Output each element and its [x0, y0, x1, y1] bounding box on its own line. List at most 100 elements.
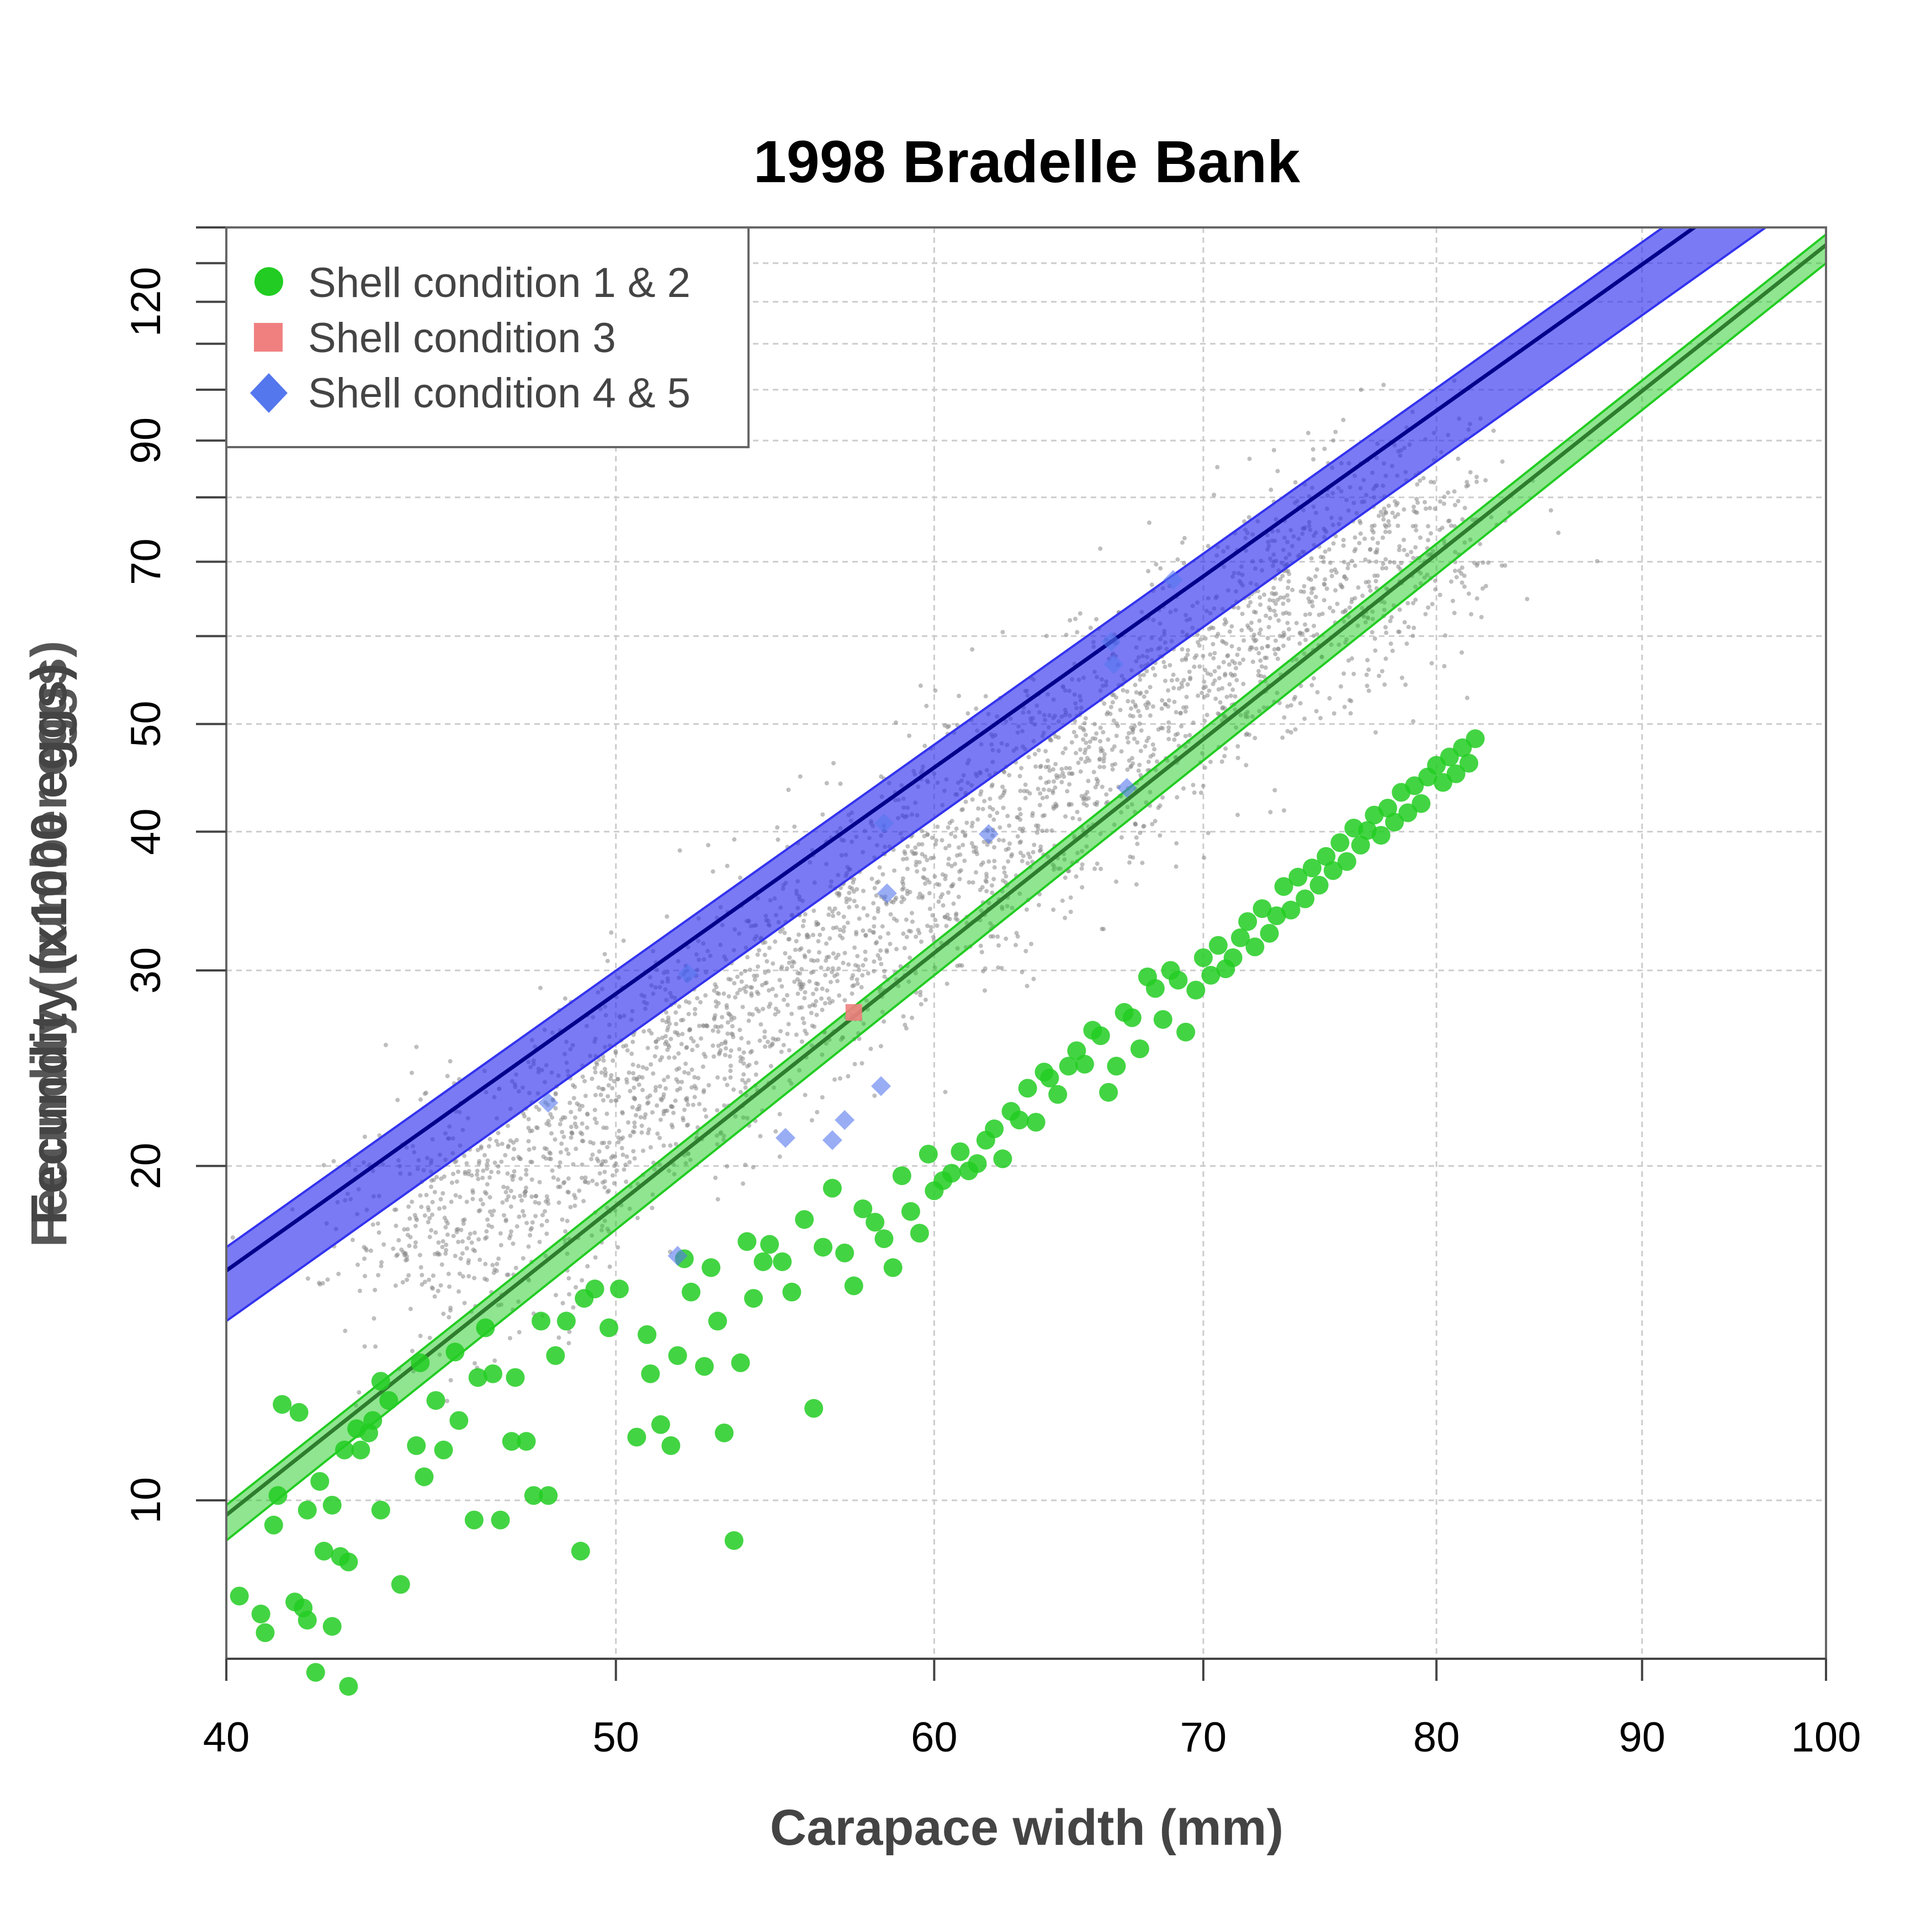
- background-point: [510, 1177, 515, 1182]
- background-point: [641, 1148, 646, 1153]
- point-shell-1-2: [502, 1432, 521, 1451]
- background-point: [1197, 664, 1202, 669]
- background-point: [1185, 652, 1190, 657]
- background-point: [609, 1098, 614, 1103]
- background-point: [1442, 664, 1447, 668]
- background-point: [894, 918, 899, 923]
- background-point: [844, 896, 849, 901]
- background-point: [819, 965, 824, 970]
- point-shell-4-5: [835, 1110, 855, 1130]
- background-point: [1479, 614, 1484, 619]
- background-point: [1134, 835, 1139, 840]
- background-point: [1474, 475, 1479, 479]
- background-point: [1073, 617, 1078, 622]
- background-point: [1309, 577, 1313, 582]
- background-point: [1132, 736, 1137, 741]
- background-point: [690, 1048, 695, 1053]
- background-point: [375, 1221, 380, 1226]
- point-shell-4-5: [1163, 570, 1183, 590]
- background-point: [486, 1144, 491, 1149]
- background-point: [827, 906, 832, 911]
- background-point: [1175, 677, 1180, 682]
- background-point: [1125, 689, 1129, 694]
- background-point: [1222, 622, 1227, 627]
- background-point: [599, 1140, 604, 1145]
- background-point: [443, 1251, 448, 1256]
- background-point: [1376, 513, 1381, 518]
- background-point: [494, 1139, 499, 1144]
- background-point: [1220, 639, 1225, 644]
- background-point: [996, 943, 1001, 948]
- background-point: [1240, 612, 1245, 617]
- background-point: [1456, 498, 1461, 503]
- background-point: [680, 1080, 684, 1085]
- background-point: [548, 1112, 553, 1117]
- background-point: [370, 1222, 375, 1227]
- background-point: [629, 1052, 634, 1056]
- background-point: [1309, 556, 1314, 561]
- background-point: [1331, 541, 1336, 546]
- background-point: [1101, 730, 1106, 735]
- background-point: [693, 1011, 697, 1016]
- background-point: [1286, 636, 1291, 641]
- background-point: [1383, 557, 1388, 562]
- background-point: [664, 1020, 669, 1025]
- background-point: [815, 958, 820, 963]
- background-point: [1350, 656, 1355, 661]
- background-point: [827, 1000, 832, 1005]
- background-point: [499, 1159, 504, 1164]
- background-point: [1018, 788, 1023, 793]
- background-point: [1271, 448, 1276, 453]
- background-point: [1071, 730, 1076, 735]
- background-point: [960, 829, 965, 834]
- background-point: [970, 820, 975, 825]
- background-point: [946, 862, 951, 867]
- background-point: [933, 842, 938, 847]
- background-point: [610, 1086, 615, 1091]
- background-point: [1480, 560, 1485, 565]
- background-point: [725, 1164, 730, 1169]
- background-point: [1086, 778, 1091, 783]
- background-point: [1108, 704, 1113, 709]
- background-point: [1443, 633, 1448, 638]
- point-shell-1-2: [651, 1415, 670, 1434]
- background-point: [582, 1079, 587, 1084]
- background-point: [1384, 566, 1389, 571]
- background-point: [590, 1152, 595, 1157]
- background-point: [647, 1093, 652, 1098]
- background-point: [448, 1378, 453, 1383]
- background-point: [544, 1194, 549, 1199]
- background-point: [1135, 740, 1140, 745]
- background-point: [1064, 633, 1069, 638]
- background-point: [902, 946, 907, 951]
- background-point: [654, 1045, 659, 1050]
- background-point: [972, 849, 976, 854]
- background-point: [1314, 709, 1319, 714]
- background-point: [806, 949, 811, 954]
- background-point: [1302, 590, 1307, 595]
- background-point: [1113, 762, 1118, 767]
- background-point: [441, 1312, 446, 1317]
- background-point: [925, 877, 930, 882]
- point-shell-1-2: [1378, 799, 1398, 818]
- background-point: [485, 1162, 490, 1167]
- background-point: [1285, 593, 1290, 598]
- background-point: [1208, 760, 1213, 765]
- background-point: [1377, 673, 1382, 678]
- background-point: [652, 1054, 657, 1059]
- background-point: [820, 986, 825, 991]
- background-point: [590, 1076, 595, 1081]
- background-point: [782, 931, 787, 935]
- background-point: [1174, 864, 1179, 869]
- background-point: [445, 1221, 450, 1226]
- point-shell-1-2: [1026, 1113, 1045, 1132]
- point-shell-1-2: [731, 1353, 750, 1372]
- background-point: [928, 928, 933, 933]
- background-point: [863, 957, 868, 962]
- background-point: [1217, 665, 1222, 670]
- point-shell-4-5: [1103, 654, 1124, 675]
- background-point: [1348, 711, 1353, 716]
- point-shell-1-2: [760, 1235, 779, 1254]
- background-point: [940, 838, 944, 843]
- background-point: [1021, 826, 1026, 831]
